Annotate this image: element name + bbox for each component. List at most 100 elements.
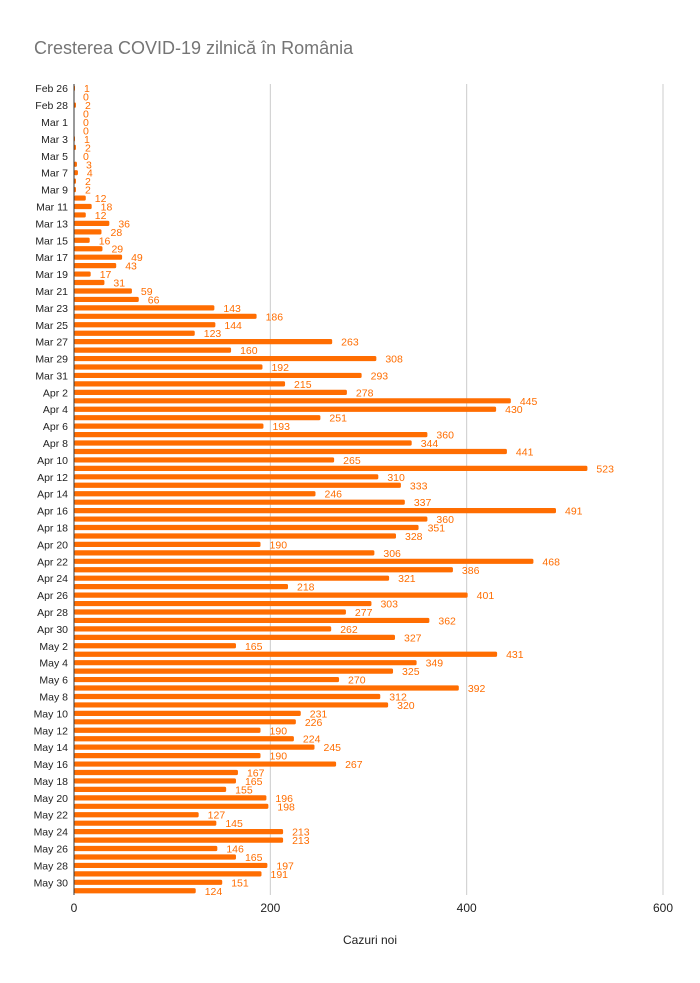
- bar: [74, 829, 284, 835]
- data-label: 251: [329, 413, 347, 425]
- bar: [74, 584, 289, 590]
- bar: [74, 533, 396, 539]
- bar: [74, 347, 232, 353]
- data-label: 12: [95, 210, 107, 222]
- data-label: 303: [380, 599, 398, 611]
- category-label: Mar 31: [35, 370, 68, 382]
- category-label: Apr 8: [43, 438, 68, 450]
- data-label: 123: [204, 328, 222, 340]
- bar: [74, 313, 257, 319]
- data-label: 270: [348, 675, 366, 687]
- x-tick-label: 600: [653, 901, 673, 915]
- bar: [74, 364, 263, 370]
- bar: [74, 609, 346, 615]
- bar: [74, 643, 236, 649]
- category-label: Mar 11: [36, 201, 68, 213]
- bar: [74, 212, 86, 218]
- data-label: 320: [397, 700, 415, 712]
- x-tick-label: 400: [457, 901, 477, 915]
- data-label: 2: [85, 176, 91, 188]
- data-label: 0: [83, 125, 89, 137]
- data-label: 151: [231, 877, 249, 889]
- bar: [74, 398, 511, 404]
- bar: [74, 372, 362, 379]
- data-label: 0: [83, 117, 89, 129]
- bar: [74, 288, 132, 294]
- data-label: 491: [565, 506, 583, 518]
- bar: [74, 600, 372, 607]
- data-label: 265: [343, 455, 361, 467]
- data-label: 190: [270, 751, 288, 763]
- category-label: May 20: [34, 793, 69, 805]
- bar: [74, 499, 405, 505]
- data-label: 213: [292, 835, 310, 847]
- data-label: 226: [305, 717, 323, 729]
- category-label: Apr 10: [37, 455, 68, 467]
- bar: [74, 220, 110, 226]
- data-label: 392: [468, 683, 486, 695]
- bar: [74, 229, 102, 235]
- data-label: 31: [113, 278, 125, 290]
- category-label: Mar 25: [35, 320, 68, 332]
- bar: [74, 820, 217, 826]
- data-label: 66: [148, 294, 160, 306]
- category-label: Mar 9: [41, 185, 68, 197]
- bar: [74, 254, 123, 260]
- category-label: Apr 30: [37, 624, 68, 636]
- data-label: 362: [438, 615, 456, 627]
- data-label: 328: [405, 531, 423, 543]
- bar: [74, 474, 379, 480]
- data-label: 198: [277, 801, 295, 813]
- category-label: Apr 14: [37, 489, 68, 501]
- data-label: 2: [85, 142, 91, 154]
- category-label: May 16: [34, 759, 69, 771]
- data-label: 145: [225, 818, 243, 830]
- data-label: 1: [84, 83, 90, 95]
- category-label: May 6: [39, 675, 68, 687]
- bar: [74, 541, 261, 548]
- category-label: Apr 6: [43, 421, 68, 433]
- bar: [74, 279, 105, 286]
- bar: [74, 170, 78, 176]
- bar: [74, 668, 394, 674]
- x-tick-label: 0: [71, 901, 78, 915]
- bar: [74, 719, 296, 725]
- data-label: 215: [294, 379, 312, 391]
- bar: [74, 702, 389, 708]
- bar: [74, 676, 340, 683]
- bar: [74, 854, 236, 860]
- data-label: 18: [101, 201, 113, 213]
- bar: [74, 753, 261, 759]
- data-label: 28: [110, 227, 122, 239]
- data-label: 386: [462, 565, 480, 577]
- data-label: 144: [224, 320, 242, 332]
- bar: [74, 837, 284, 843]
- data-label: 2: [85, 100, 91, 112]
- bar: [74, 381, 286, 387]
- data-label: 127: [208, 810, 226, 822]
- data-label: 445: [520, 396, 538, 408]
- bar: [74, 651, 498, 657]
- bar: [74, 431, 428, 438]
- bars: 1020001203422121812362816294943173159661…: [74, 83, 614, 898]
- bar: [74, 845, 218, 852]
- x-tick-labels: 0 200 400 600: [71, 901, 674, 915]
- category-label: Mar 13: [35, 218, 68, 230]
- bar: [74, 736, 294, 742]
- data-label: 0: [83, 92, 89, 104]
- data-label: 167: [247, 768, 265, 780]
- category-label: May 4: [39, 658, 68, 670]
- data-label: 165: [245, 852, 263, 864]
- bar: [74, 415, 321, 421]
- category-label: Mar 15: [35, 235, 68, 247]
- bar: [74, 271, 91, 277]
- bar: [74, 322, 216, 328]
- bar: [74, 246, 103, 252]
- data-label: 333: [410, 480, 428, 492]
- bar: [74, 727, 261, 733]
- data-label: 3: [86, 159, 92, 171]
- bar: [74, 423, 264, 429]
- bar: [74, 567, 453, 573]
- data-label: 49: [131, 252, 143, 264]
- category-label: May 10: [34, 708, 69, 720]
